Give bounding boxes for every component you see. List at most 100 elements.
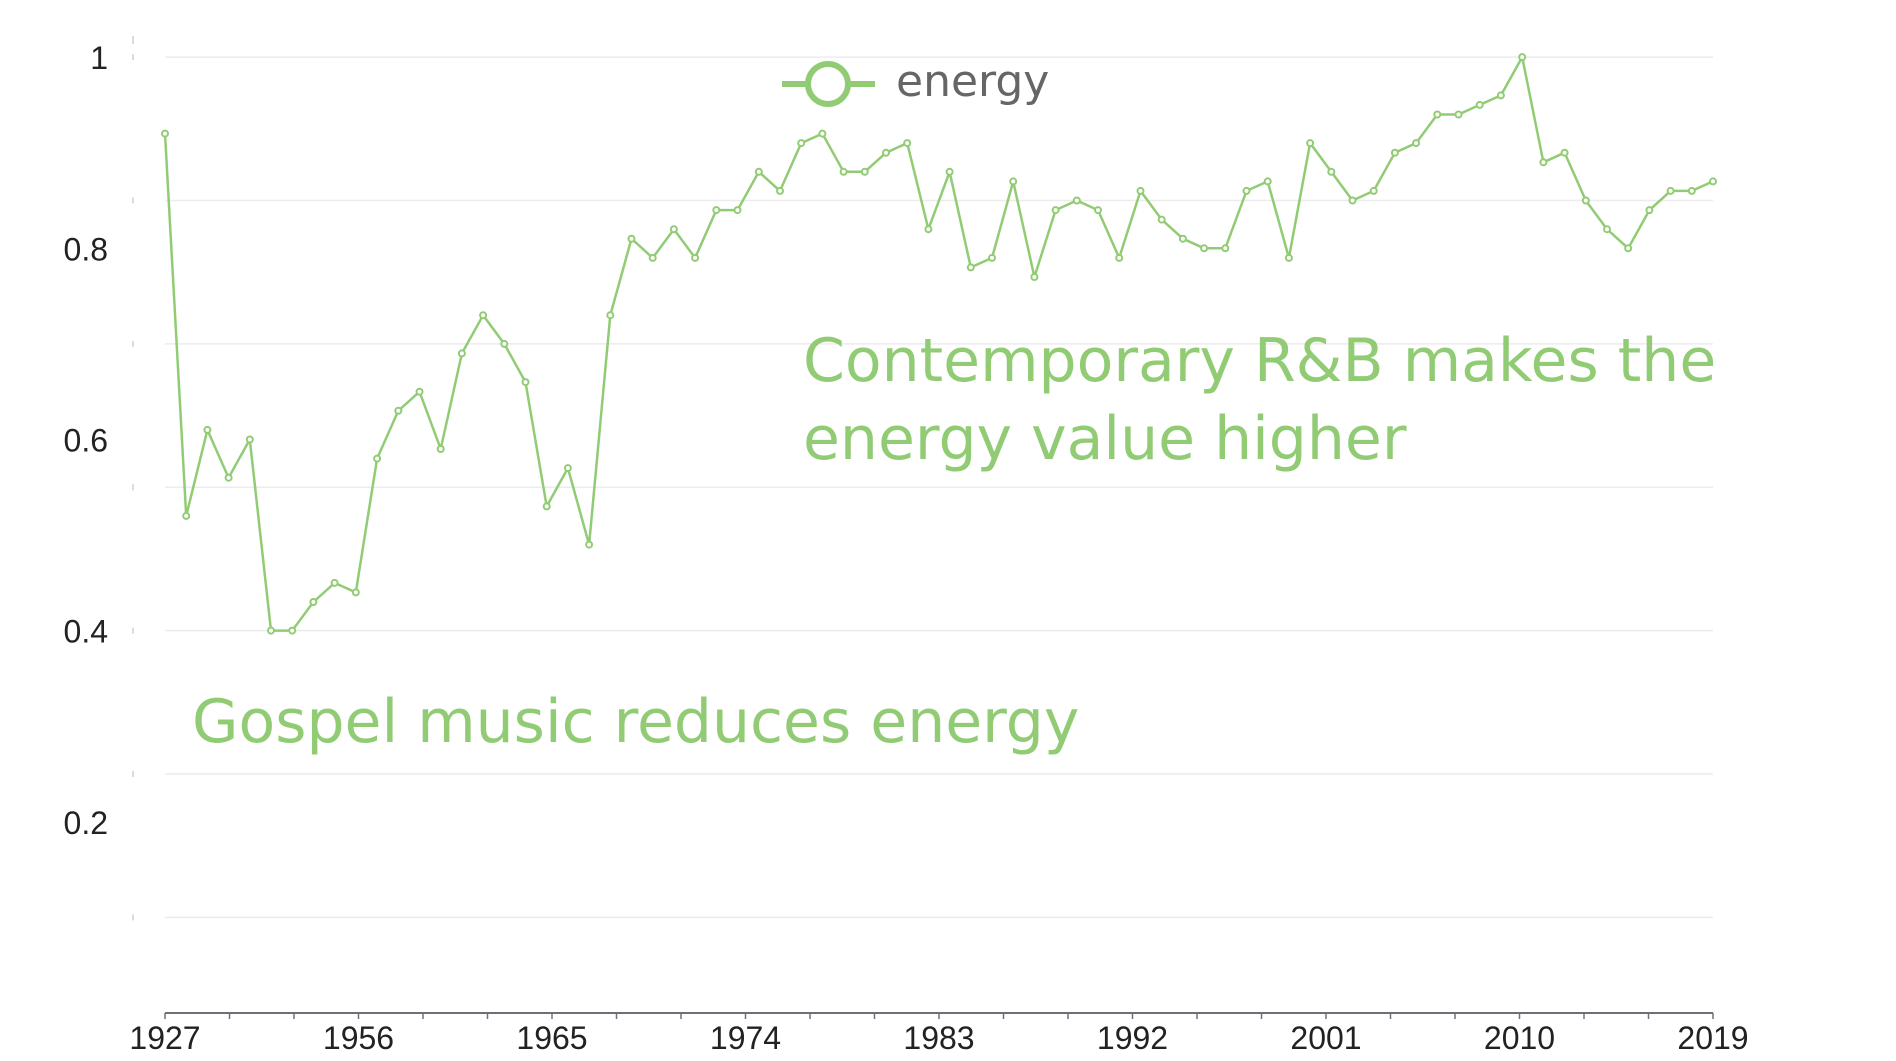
- data-point[interactable]: [1327, 167, 1336, 176]
- data-point[interactable]: [1115, 253, 1124, 262]
- y-axis: 1 0.8 0.6 0.4 0.2: [64, 40, 108, 841]
- data-point[interactable]: [267, 626, 275, 635]
- data-point[interactable]: [776, 186, 784, 195]
- x-tick-label: 1983: [903, 1020, 974, 1056]
- x-tick-label: 1992: [1097, 1020, 1168, 1056]
- data-point[interactable]: [1581, 196, 1590, 205]
- data-point[interactable]: [161, 129, 169, 138]
- data-point[interactable]: [500, 339, 509, 348]
- data-point[interactable]: [415, 387, 424, 396]
- data-point[interactable]: [585, 540, 594, 549]
- data-point[interactable]: [712, 206, 721, 215]
- x-tick-label: 1956: [323, 1020, 394, 1056]
- data-point[interactable]: [1030, 273, 1039, 281]
- x-tick-label: 1974: [710, 1020, 781, 1056]
- data-point[interactable]: [1433, 110, 1442, 119]
- data-point[interactable]: [1709, 177, 1717, 186]
- data-point[interactable]: [1412, 139, 1421, 148]
- y-tick-label: 0.2: [64, 805, 108, 841]
- data-point[interactable]: [945, 167, 954, 176]
- annotation-line: energy value higher: [803, 404, 1407, 474]
- data-point[interactable]: [330, 578, 339, 587]
- data-point[interactable]: [1263, 177, 1272, 186]
- legend[interactable]: energy: [782, 56, 1049, 107]
- data-point[interactable]: [182, 511, 191, 520]
- y-tick-label: 0.8: [64, 231, 108, 267]
- data-point[interactable]: [1560, 148, 1569, 157]
- data-point[interactable]: [203, 425, 212, 434]
- data-point[interactable]: [521, 378, 530, 387]
- data-point[interactable]: [839, 167, 848, 176]
- data-point[interactable]: [733, 206, 742, 215]
- x-tick-label: 2001: [1290, 1020, 1361, 1056]
- data-point[interactable]: [903, 139, 912, 148]
- data-point[interactable]: [606, 311, 615, 320]
- data-point[interactable]: [1369, 186, 1378, 195]
- data-point[interactable]: [882, 148, 890, 157]
- data-point[interactable]: [1666, 186, 1675, 195]
- data-point[interactable]: [627, 234, 636, 243]
- data-point[interactable]: [648, 253, 657, 262]
- data-point[interactable]: [1221, 244, 1230, 253]
- legend-label: energy: [896, 56, 1049, 107]
- data-point[interactable]: [797, 139, 806, 148]
- data-point[interactable]: [1178, 234, 1187, 243]
- legend-marker: [805, 61, 851, 107]
- x-axis: 1927 1956 1965 1974 1983 1992 2001 2010 2019: [129, 1012, 1749, 1056]
- data-point[interactable]: [1200, 244, 1209, 253]
- data-point[interactable]: [1687, 186, 1696, 195]
- data-point[interactable]: [988, 253, 996, 262]
- y-tick-label: 1: [90, 40, 108, 76]
- x-tick-label: 1965: [516, 1020, 587, 1056]
- data-point[interactable]: [542, 502, 551, 511]
- data-point[interactable]: [860, 167, 869, 176]
- data-point[interactable]: [1094, 206, 1102, 215]
- series-energy: [161, 53, 1717, 635]
- data-point[interactable]: [1518, 53, 1527, 62]
- data-point[interactable]: [691, 253, 700, 262]
- data-point[interactable]: [479, 311, 488, 320]
- data-point[interactable]: [457, 349, 466, 358]
- data-point[interactable]: [1624, 244, 1633, 253]
- x-tick-label: 2010: [1484, 1020, 1555, 1056]
- annotations: Gospel music reduces energy Contemporary …: [192, 326, 1716, 757]
- data-point[interactable]: [245, 435, 254, 444]
- data-point[interactable]: [1496, 91, 1505, 100]
- data-point[interactable]: [1306, 139, 1315, 148]
- data-point[interactable]: [1072, 196, 1081, 205]
- data-point[interactable]: [966, 263, 975, 272]
- annotation-line: Contemporary R&B makes the: [803, 326, 1716, 396]
- data-point[interactable]: [1645, 206, 1654, 215]
- data-point[interactable]: [1157, 215, 1166, 224]
- data-point[interactable]: [1242, 186, 1251, 195]
- data-point[interactable]: [309, 598, 318, 606]
- annotation-rnb: Contemporary R&B makes the energy value h…: [803, 326, 1716, 474]
- data-point[interactable]: [669, 225, 678, 234]
- data-point[interactable]: [224, 473, 233, 482]
- data-point[interactable]: [1390, 148, 1399, 157]
- data-point[interactable]: [924, 225, 933, 234]
- data-point[interactable]: [351, 588, 360, 597]
- data-point[interactable]: [1454, 110, 1463, 119]
- data-point[interactable]: [1539, 158, 1548, 167]
- data-point[interactable]: [818, 129, 827, 138]
- data-point[interactable]: [754, 167, 763, 176]
- data-point[interactable]: [1051, 206, 1060, 215]
- annotation-gospel: Gospel music reduces energy: [192, 687, 1079, 757]
- x-tick-label: 1927: [129, 1020, 200, 1056]
- data-point[interactable]: [288, 626, 297, 635]
- data-point[interactable]: [1136, 186, 1145, 195]
- data-point[interactable]: [373, 454, 382, 463]
- data-point[interactable]: [1284, 253, 1293, 262]
- annotation-line: Gospel music reduces energy: [192, 687, 1079, 757]
- data-point[interactable]: [1475, 100, 1484, 109]
- data-point[interactable]: [394, 406, 403, 415]
- y-tick-label: 0.6: [64, 422, 108, 458]
- data-point[interactable]: [1009, 177, 1018, 186]
- data-point[interactable]: [563, 464, 572, 473]
- grid-lines: [132, 36, 1713, 921]
- data-point[interactable]: [1348, 196, 1357, 205]
- data-point[interactable]: [1603, 225, 1611, 234]
- data-point[interactable]: [436, 445, 445, 453]
